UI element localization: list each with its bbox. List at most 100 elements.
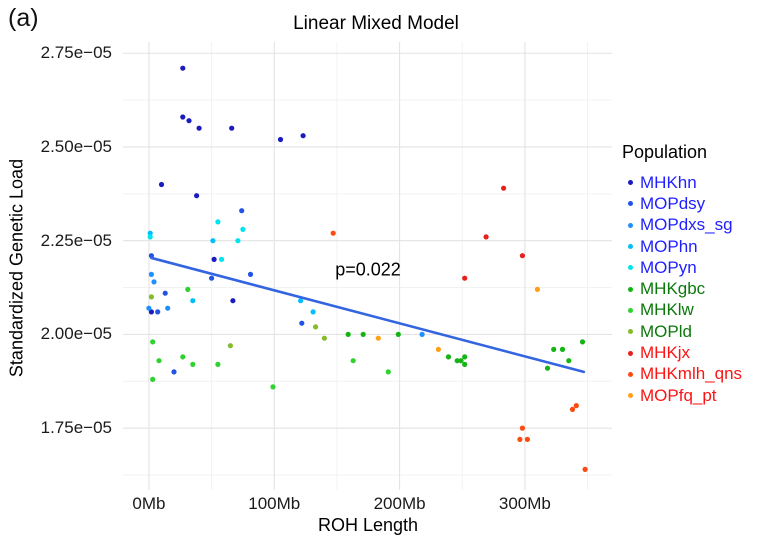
legend-item: MOPyn <box>620 257 784 278</box>
legend-dot-icon <box>628 201 633 207</box>
legend-item: MHKmlh_qns <box>620 364 784 385</box>
data-point-MOPyn <box>219 256 225 262</box>
legend-items: MHKhn MOPdsy MOPdxs_sg MOPhn MOPyn MHKgbc MHKl… <box>620 172 784 406</box>
data-point-MOPyn <box>215 219 221 225</box>
data-point-MOPhn <box>190 298 196 304</box>
data-point-MOPhn <box>210 238 216 244</box>
data-point-MHKgbc <box>551 346 557 352</box>
data-point-MOPyn <box>235 238 241 244</box>
data-point-MHKgbc <box>566 358 572 364</box>
data-point-MOPld <box>148 294 154 300</box>
data-point-MHKlw <box>350 358 356 364</box>
data-point-MHKmlh_qns <box>582 466 588 472</box>
legend-item: MHKhn <box>620 172 784 193</box>
data-point-MOPhn <box>310 309 316 315</box>
data-point-MOPyn <box>147 234 153 240</box>
data-point-MOPdxs_sg <box>165 305 171 311</box>
plot-panel <box>123 42 612 490</box>
data-point-MOPfq_pt <box>375 335 381 341</box>
data-point-MHKgbc <box>445 354 452 360</box>
legend-item: MOPfq_pt <box>620 385 784 406</box>
data-point-MOPhn <box>147 230 153 236</box>
data-point-MOPhn <box>298 298 304 304</box>
data-point-MHKhn <box>300 133 306 139</box>
data-point-MHKgbc <box>462 361 468 367</box>
data-point-MOPdxs_sg <box>148 271 154 277</box>
legend-dot-icon <box>628 307 633 313</box>
data-point-MOPdsy <box>239 208 245 214</box>
legend-item: MOPld <box>620 321 784 342</box>
x-tick-label: 100Mb <box>248 494 301 513</box>
legend-item-label: MOPfq_pt <box>640 385 717 405</box>
data-point-MOPdsy <box>171 369 177 375</box>
data-point-MHKlw <box>156 358 162 364</box>
chart-title: Linear Mixed Model <box>293 13 459 34</box>
data-point-MOPdsy <box>209 275 215 281</box>
legend-item-label: MOPdsy <box>640 193 706 213</box>
scatter-plot-svg <box>123 42 612 490</box>
data-point-MHKhn <box>186 118 192 124</box>
data-point-MHKlw <box>385 369 391 375</box>
data-point-MHKlw <box>190 361 196 367</box>
data-point-MHKmlh_qns <box>519 425 525 431</box>
data-point-MOPld <box>227 343 233 349</box>
data-point-MHKjx <box>501 185 507 191</box>
y-axis-label: Standardized Genetic Load <box>6 158 27 378</box>
data-point-MOPdxs_sg <box>146 305 152 311</box>
legend-item: MHKlw <box>620 300 784 321</box>
legend-item-label: MHKhn <box>640 172 697 192</box>
data-point-MHKmlh_qns <box>569 406 576 412</box>
y-tick-label: 2.75e−05 <box>40 43 112 63</box>
data-point-MOPdsy <box>155 309 161 315</box>
data-point-MHKhn <box>277 136 284 143</box>
legend-item: MOPhn <box>620 236 784 257</box>
data-point-MHKjx <box>483 234 489 240</box>
data-point-MHKmlh_qns <box>573 403 579 409</box>
data-point-MOPld <box>313 324 319 330</box>
legend-item-label: MOPyn <box>640 257 697 277</box>
data-point-MHKgbc <box>395 331 401 337</box>
y-tick-label: 2.50e−05 <box>40 136 112 156</box>
data-point-MHKmlh_qns <box>517 436 523 442</box>
p-value-annotation: p=0.022 <box>335 259 401 280</box>
x-tick-label: 0Mb <box>132 494 166 513</box>
data-point-MHKhn <box>230 298 236 304</box>
legend-dot-icon <box>628 222 633 228</box>
data-point-MHKgbc <box>360 331 366 337</box>
data-point-MHKlw <box>150 339 156 345</box>
legend-dot-icon <box>628 244 633 250</box>
legend-dot-icon <box>628 329 633 335</box>
data-point-MHKlw <box>180 354 186 360</box>
y-tick-label: 2.00e−05 <box>40 324 112 344</box>
data-point-MHKgbc <box>559 346 566 352</box>
legend-item-label: MOPhn <box>640 236 698 256</box>
data-point-MHKhn <box>196 125 202 131</box>
data-point-MHKhn <box>194 193 200 199</box>
legend-item-label: MHKlw <box>640 300 694 320</box>
data-point-MHKjx <box>462 275 468 281</box>
legend-item: MOPdxs_sg <box>620 215 784 236</box>
legend-item-label: MOPld <box>640 321 692 341</box>
data-point-MOPld <box>321 335 327 341</box>
data-point-MHKlw <box>215 361 221 367</box>
data-point-MHKmlh_qns <box>524 436 530 442</box>
data-point-MHKhn <box>158 181 165 188</box>
data-point-MHKhn <box>229 125 235 131</box>
figure-panel-label: (a) <box>8 4 39 32</box>
legend-dot-icon <box>628 265 633 271</box>
x-axis-label: ROH Length <box>317 515 419 535</box>
data-point-MOPfq_pt <box>534 286 540 292</box>
data-point-MHKlw <box>270 384 276 390</box>
data-point-MHKhn <box>180 65 186 71</box>
data-point-MOPdxs_sg <box>151 279 157 285</box>
legend-item-label: MOPdxs_sg <box>640 215 733 235</box>
regression-line <box>150 256 586 374</box>
legend-item-label: MHKmlh_qns <box>640 364 743 384</box>
data-point-MHKgbc <box>544 365 551 371</box>
x-tick-label: 300Mb <box>498 494 551 513</box>
data-point-MHKhn <box>211 256 217 262</box>
legend-dot-icon <box>628 371 633 377</box>
y-tick-label: 1.75e−05 <box>40 418 112 438</box>
data-point-MOPyn <box>240 226 246 232</box>
